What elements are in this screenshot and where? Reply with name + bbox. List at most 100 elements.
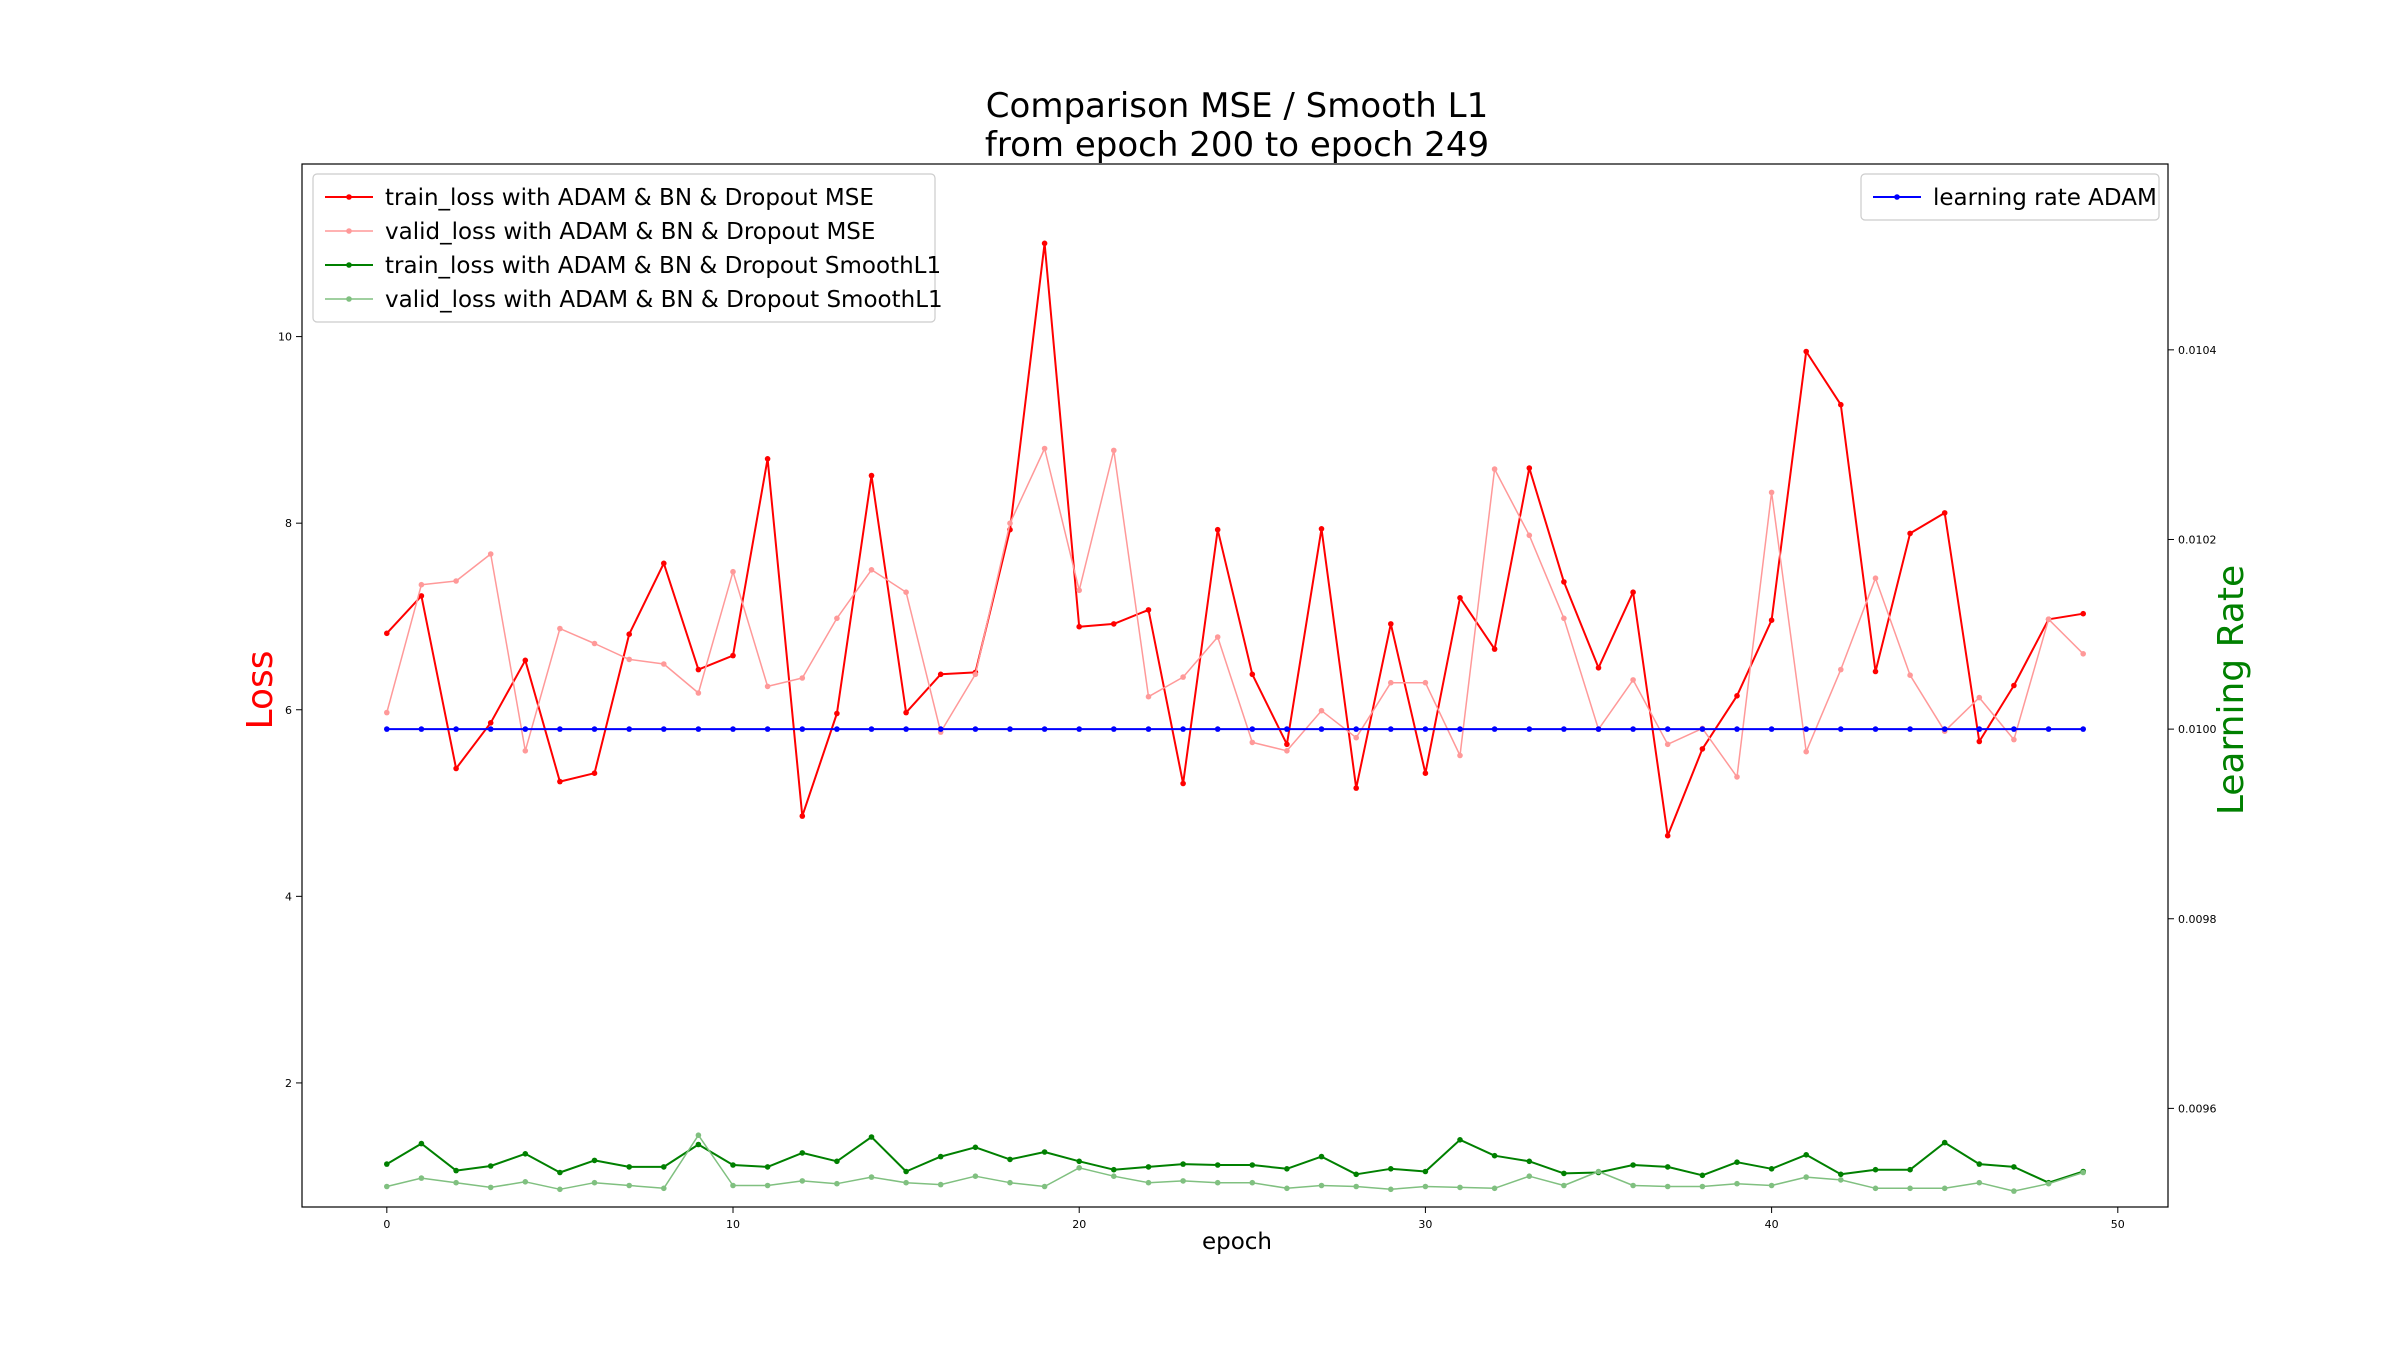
data-point-valid_smooth bbox=[418, 1175, 425, 1181]
data-point-valid_mse bbox=[522, 748, 529, 754]
data-point-valid_mse bbox=[1249, 739, 1256, 746]
legend-marker-lr bbox=[1894, 194, 1900, 200]
data-point-train_smooth bbox=[1353, 1171, 1359, 1178]
data-point-train_mse bbox=[1976, 738, 1983, 745]
data-point-lr bbox=[1041, 726, 1048, 732]
data-point-valid_mse bbox=[903, 589, 909, 595]
data-point-train_smooth bbox=[626, 1164, 632, 1170]
data-point-valid_smooth bbox=[1699, 1183, 1706, 1190]
data-point-valid_mse bbox=[695, 690, 702, 696]
y-tick-label: 10 bbox=[278, 331, 292, 344]
y2-tick-label: 0.0102 bbox=[2178, 533, 2217, 546]
data-point-train_mse bbox=[2080, 610, 2086, 617]
data-point-lr bbox=[1491, 726, 1498, 732]
data-point-valid_smooth bbox=[591, 1179, 598, 1186]
data-point-train_smooth bbox=[1664, 1164, 1671, 1170]
y2-axis-label: Learning Rate bbox=[2211, 565, 2252, 815]
data-point-lr bbox=[903, 726, 909, 732]
data-point-train_mse bbox=[799, 813, 806, 819]
data-point-train_smooth bbox=[1249, 1162, 1256, 1168]
data-point-train_mse bbox=[1872, 668, 1879, 675]
data-point-train_mse bbox=[384, 630, 390, 637]
data-point-train_mse bbox=[1838, 401, 1844, 408]
data-point-valid_mse bbox=[1630, 677, 1636, 683]
data-point-lr bbox=[695, 726, 702, 732]
data-point-lr bbox=[2080, 726, 2086, 732]
data-point-valid_smooth bbox=[1007, 1179, 1013, 1186]
data-point-train_mse bbox=[1353, 785, 1359, 791]
data-point-lr bbox=[1145, 726, 1152, 732]
data-point-train_mse bbox=[1318, 526, 1325, 532]
legend-marker-train_smooth bbox=[346, 262, 352, 268]
data-point-valid_mse bbox=[799, 675, 806, 681]
chart-subtitle: from epoch 200 to epoch 249 bbox=[985, 125, 1489, 165]
data-point-valid_smooth bbox=[557, 1186, 563, 1193]
data-point-lr bbox=[1353, 726, 1359, 732]
data-point-lr bbox=[2045, 726, 2052, 732]
data-point-train_smooth bbox=[1872, 1166, 1879, 1173]
data-point-valid_mse bbox=[418, 581, 425, 588]
data-point-train_smooth bbox=[1457, 1137, 1463, 1143]
data-point-valid_smooth bbox=[1526, 1173, 1533, 1179]
x-tick-label: 50 bbox=[2111, 1218, 2125, 1231]
legend-label-train_mse: train_loss with ADAM & BN & Dropout MSE bbox=[385, 185, 874, 211]
data-point-train_mse bbox=[1214, 526, 1221, 533]
data-point-valid_smooth bbox=[1422, 1183, 1429, 1190]
data-point-train_mse bbox=[1734, 693, 1740, 699]
data-point-valid_mse bbox=[661, 661, 667, 667]
data-point-lr bbox=[868, 726, 875, 732]
data-point-valid_smooth bbox=[764, 1182, 771, 1189]
data-point-valid_mse bbox=[868, 567, 875, 573]
x-tick-label: 20 bbox=[1072, 1218, 1086, 1231]
data-point-valid_smooth bbox=[1872, 1185, 1879, 1192]
data-point-train_smooth bbox=[799, 1150, 806, 1156]
data-point-train_mse bbox=[868, 472, 875, 479]
data-point-train_mse bbox=[834, 710, 840, 717]
data-point-train_smooth bbox=[764, 1164, 771, 1170]
data-point-train_smooth bbox=[1041, 1149, 1048, 1155]
data-point-train_smooth bbox=[1111, 1166, 1117, 1173]
data-point-train_mse bbox=[730, 652, 736, 659]
data-point-train_mse bbox=[1561, 579, 1567, 585]
data-point-train_smooth bbox=[1422, 1168, 1429, 1175]
data-point-train_smooth bbox=[1145, 1164, 1152, 1170]
data-point-valid_smooth bbox=[972, 1173, 979, 1179]
data-point-valid_smooth bbox=[487, 1184, 494, 1191]
data-point-train_mse bbox=[1803, 348, 1809, 355]
data-point-valid_mse bbox=[1041, 445, 1048, 452]
data-point-lr bbox=[1768, 726, 1775, 732]
data-point-train_mse bbox=[764, 456, 771, 462]
data-point-train_smooth bbox=[730, 1162, 736, 1168]
data-point-valid_smooth bbox=[522, 1179, 529, 1185]
data-point-lr bbox=[1699, 726, 1706, 732]
chart-title: Comparison MSE / Smooth L1 bbox=[986, 86, 1488, 126]
data-point-lr bbox=[1284, 726, 1290, 732]
data-point-train_smooth bbox=[1630, 1162, 1636, 1168]
data-point-train_mse bbox=[557, 778, 563, 785]
data-point-lr bbox=[384, 726, 390, 732]
data-point-valid_mse bbox=[730, 568, 736, 575]
data-point-train_smooth bbox=[1007, 1156, 1013, 1163]
data-point-lr bbox=[1076, 726, 1082, 732]
data-point-train_mse bbox=[695, 666, 702, 673]
data-point-valid_smooth bbox=[384, 1183, 390, 1190]
data-point-valid_smooth bbox=[1353, 1183, 1359, 1190]
series-lr bbox=[384, 726, 2086, 732]
data-point-valid_smooth bbox=[1734, 1180, 1740, 1187]
data-point-train_smooth bbox=[1976, 1161, 1983, 1167]
data-point-train_mse bbox=[453, 765, 459, 772]
data-point-lr bbox=[1526, 726, 1533, 732]
legend-label-train_smooth: train_loss with ADAM & BN & Dropout Smoo… bbox=[385, 253, 941, 279]
data-point-lr bbox=[1872, 726, 1879, 732]
plot-area bbox=[384, 240, 2086, 1194]
data-point-train_mse bbox=[1491, 646, 1498, 652]
data-point-valid_mse bbox=[1422, 679, 1429, 686]
y2-tick-label: 0.0098 bbox=[2178, 913, 2217, 926]
data-point-lr bbox=[834, 726, 840, 732]
series-line-train_mse bbox=[386, 242, 2084, 837]
data-point-train_smooth bbox=[1941, 1139, 1948, 1146]
data-point-lr bbox=[1941, 726, 1948, 732]
data-point-train_smooth bbox=[834, 1158, 840, 1165]
data-point-train_mse bbox=[626, 631, 632, 637]
